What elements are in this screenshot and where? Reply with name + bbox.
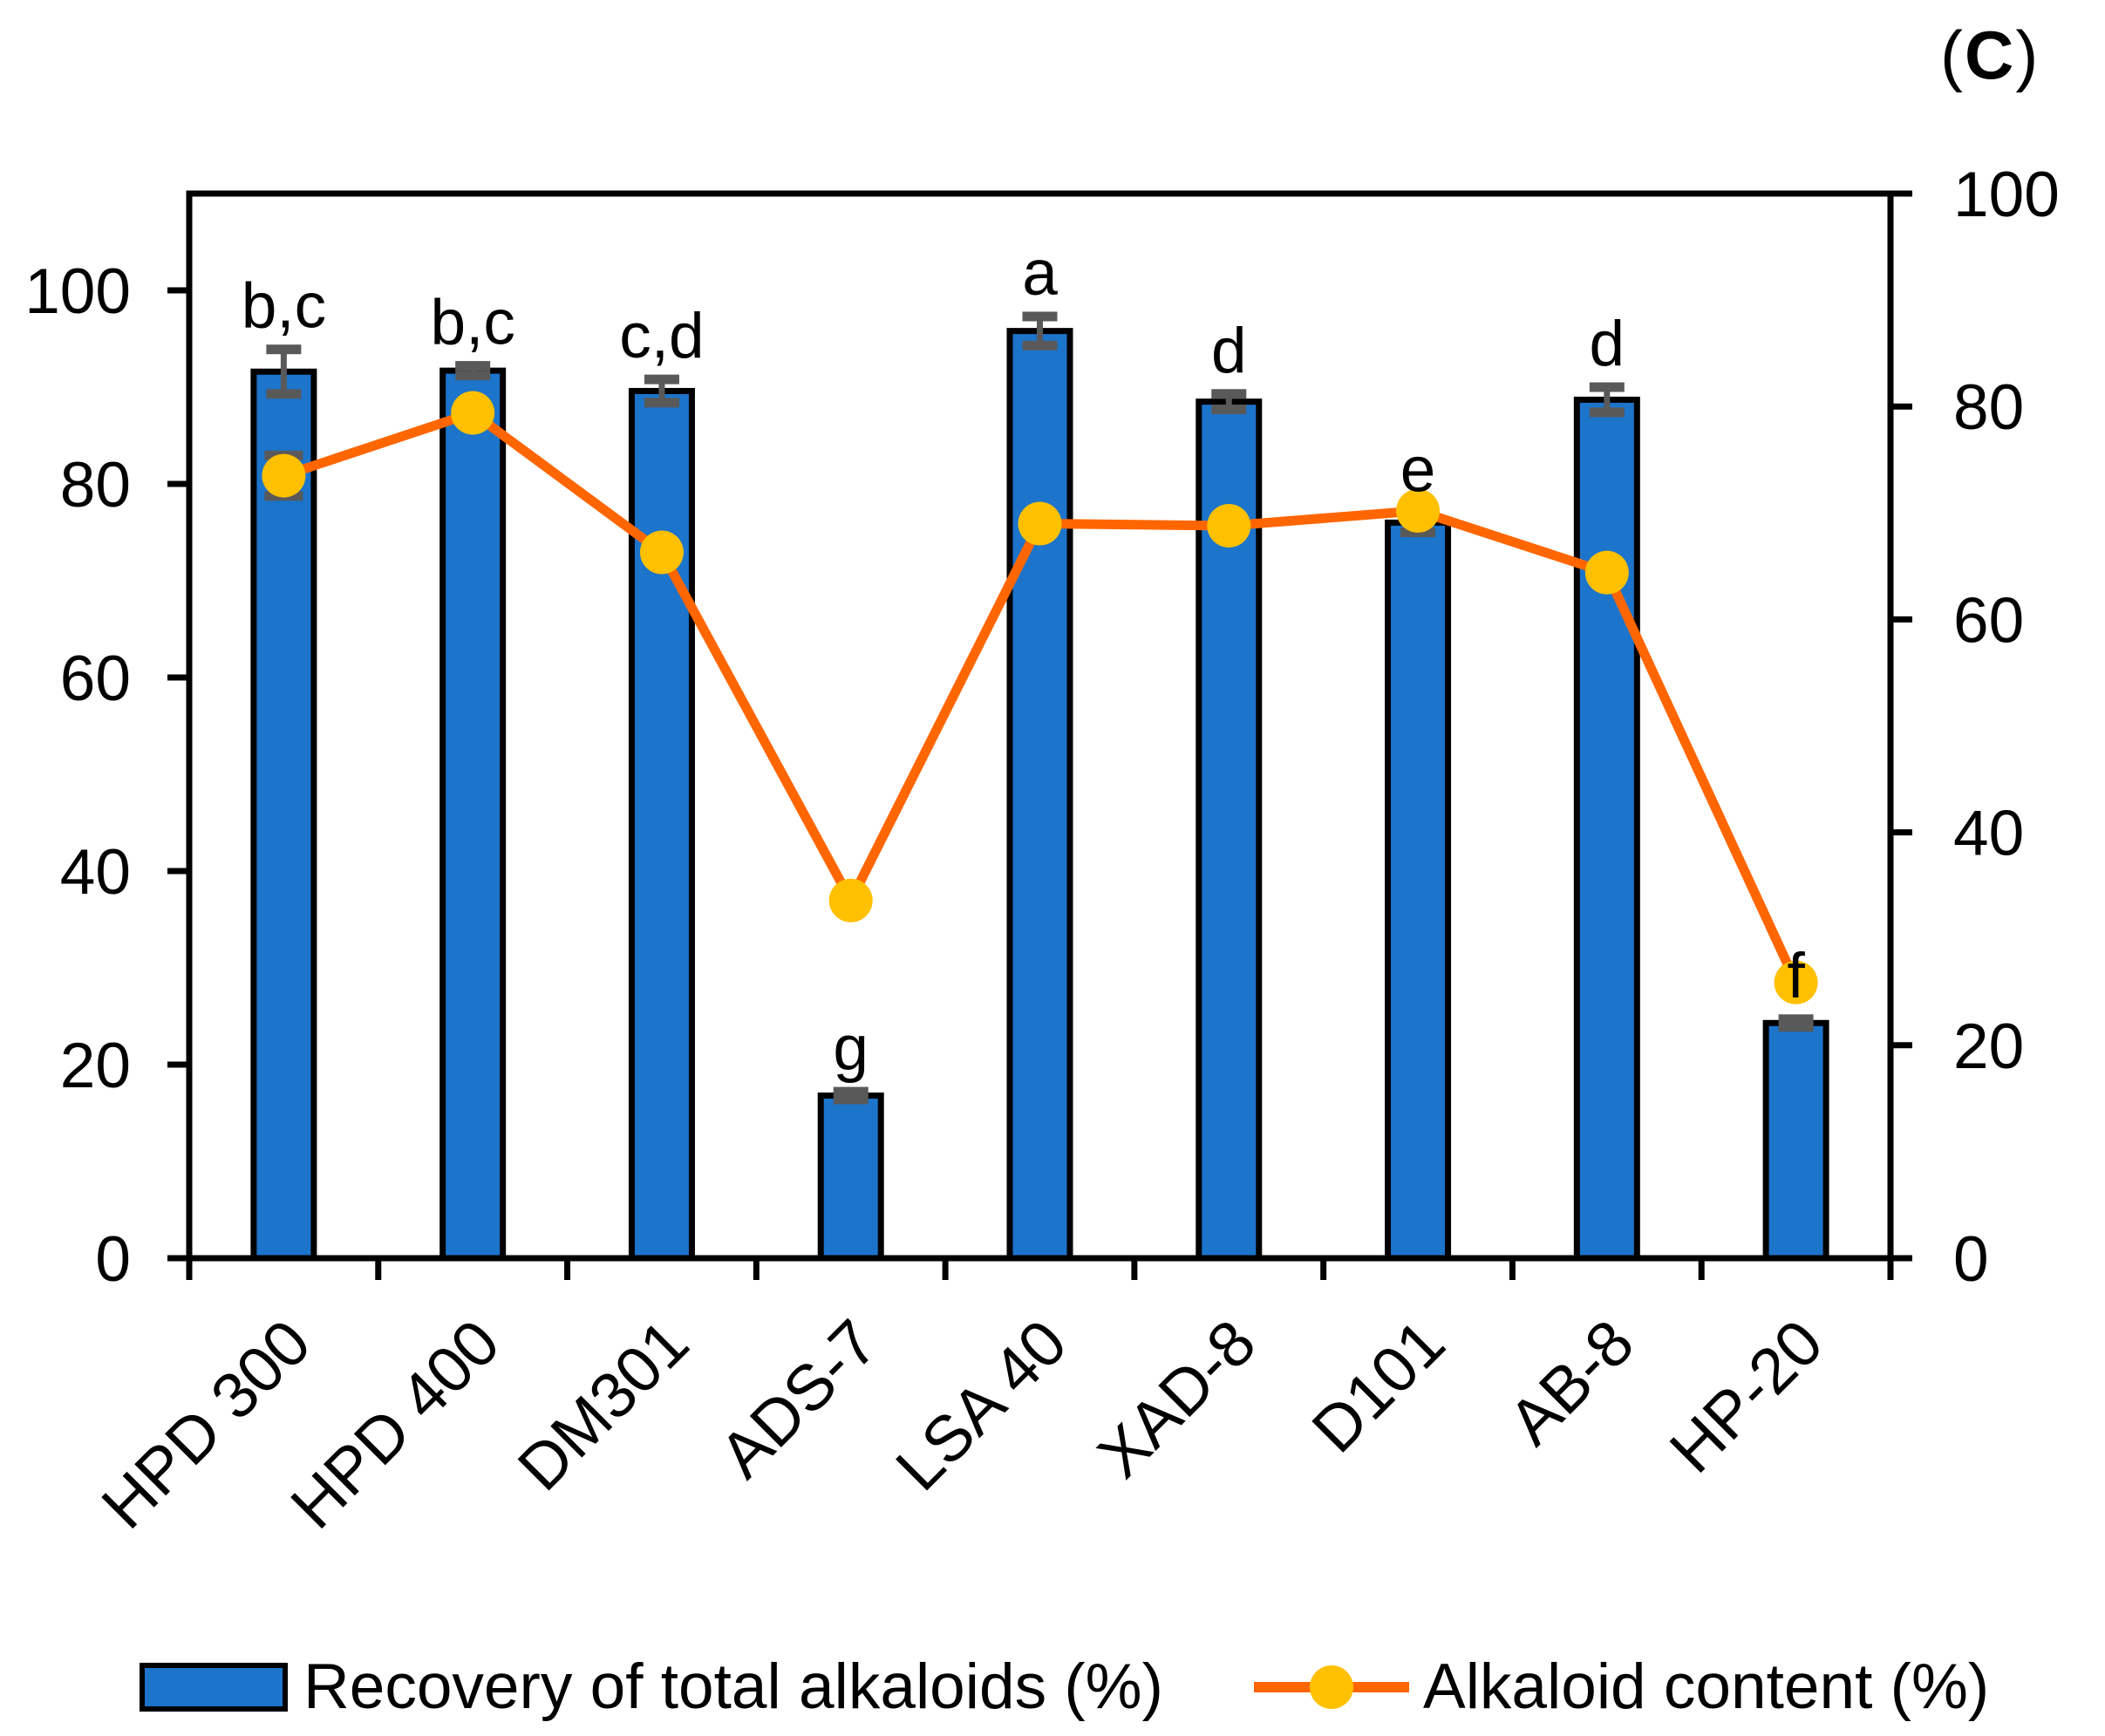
error-bar-cap [455, 361, 491, 371]
bar [1006, 328, 1073, 1262]
right-axis-tick-label: 60 [1953, 585, 2024, 656]
left-axis-tick-label: 0 [95, 1224, 131, 1295]
error-bar-cap [644, 398, 679, 408]
line-marker [451, 391, 495, 435]
x-axis-category-label: HPD 400 [276, 1306, 513, 1542]
error-bar-cap [1022, 311, 1058, 322]
bar [439, 367, 507, 1262]
line-marker [1396, 488, 1441, 533]
significance-letter: d [1590, 309, 1625, 379]
left-axis-tick-label: 80 [60, 450, 131, 521]
significance-letter: b,c [242, 271, 326, 342]
legend: Recovery of total alkaloids (%) Alkaloid… [0, 1639, 2105, 1726]
panel-label-letter: C [1964, 17, 2016, 93]
significance-letter: c,d [619, 301, 704, 371]
significance-letter: g [833, 1013, 869, 1084]
line-marker [1584, 550, 1629, 595]
line-marker [828, 878, 873, 922]
panel-label-open: ( [1940, 17, 1965, 93]
line-series-swatch [1254, 1665, 1409, 1709]
panel-label-close: ) [2015, 17, 2040, 93]
error-bar-cap [455, 371, 491, 381]
panel-label: (C) [1940, 16, 2040, 95]
line-series-marker-icon [1310, 1665, 1353, 1709]
error-bar-cap [1778, 1022, 1814, 1032]
left-axis-tick-label: 60 [60, 643, 131, 714]
error-bar-cap [1211, 389, 1247, 399]
right-axis-tick-label: 80 [1953, 372, 2024, 443]
bar [250, 368, 317, 1262]
left-axis-tick-label: 40 [60, 837, 131, 908]
legend-label-content: Alkaloid content (%) [1423, 1651, 1990, 1722]
right-axis-tick-label: 100 [1953, 160, 2060, 230]
line-marker [262, 453, 306, 498]
bar [1385, 519, 1452, 1262]
bar [1573, 396, 1640, 1262]
legend-label-recovery: Recovery of total alkaloids (%) [303, 1651, 1163, 1722]
error-bar-cap [1211, 405, 1247, 415]
error-bar-cap [1589, 407, 1625, 418]
bar-series-swatch [140, 1662, 288, 1712]
line-marker [639, 530, 684, 575]
x-axis-category-label: ADS-7 [705, 1306, 891, 1492]
error-bar-cap [644, 374, 679, 385]
right-axis-tick-label: 0 [1953, 1224, 1989, 1295]
significance-letter: a [1022, 238, 1058, 309]
x-axis-category-label: HP-20 [1656, 1306, 1836, 1487]
right-axis-tick-label: 20 [1953, 1011, 2024, 1082]
x-axis-category-label: HPD 300 [88, 1306, 324, 1542]
x-axis-category-label: D101 [1298, 1306, 1459, 1467]
significance-letter: f [1787, 941, 1805, 1011]
error-bar-cap [1589, 382, 1625, 392]
error-bar-cap [266, 344, 302, 355]
bar [817, 1093, 884, 1262]
right-axis-tick-label: 40 [1953, 799, 2024, 869]
left-axis-tick-label: 100 [24, 256, 131, 327]
x-axis-category-label: AB-8 [1495, 1306, 1647, 1459]
significance-letter: d [1211, 316, 1247, 386]
legend-item-recovery: Recovery of total alkaloids (%) [140, 1651, 1163, 1723]
error-bar-cap [833, 1094, 869, 1105]
line-marker [1774, 960, 1818, 1004]
error-bar-cap [1778, 1014, 1814, 1025]
legend-item-content: Alkaloid content (%) [1254, 1651, 1989, 1723]
error-bar-cap [833, 1086, 869, 1097]
x-axis-category-label: DM301 [504, 1306, 702, 1504]
line-marker [1207, 503, 1251, 548]
error-bar-cap [1022, 340, 1058, 351]
significance-letter: b,c [430, 288, 514, 358]
error-bar-cap [266, 389, 302, 399]
line-marker [1018, 501, 1062, 546]
significance-letter: e [1400, 434, 1436, 505]
x-axis-category-label: XAD-8 [1084, 1306, 1270, 1492]
left-axis-tick-label: 20 [60, 1031, 131, 1101]
bar [628, 387, 695, 1262]
x-axis-category-label: LSA 40 [882, 1306, 1080, 1504]
bar [1762, 1019, 1829, 1262]
